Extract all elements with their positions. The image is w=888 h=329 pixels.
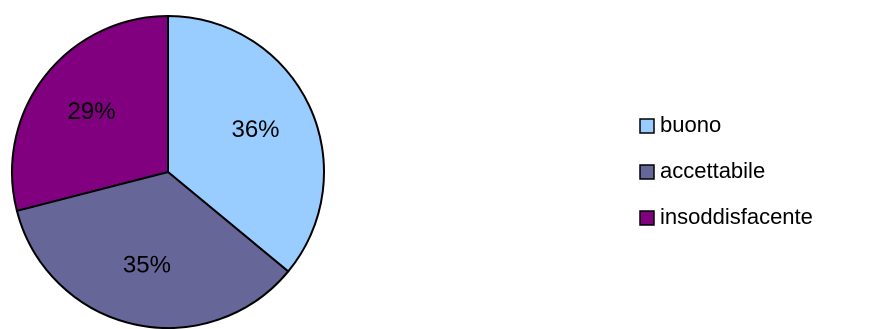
- legend-swatch-accettabile: [639, 164, 655, 180]
- legend-swatch-insoddisfacente: [639, 210, 655, 226]
- legend-label-accettabile: accettabile: [660, 158, 765, 183]
- slice-label-insoddisfacente: 29%: [68, 98, 116, 125]
- pie-slice-labels: 36% 35% 29%: [68, 98, 280, 279]
- legend-label-insoddisfacente: insoddisfacente: [660, 204, 813, 229]
- pie-slice-accettabile: [15, 171, 290, 329]
- legend: buono accettabile insoddisfacente: [639, 112, 813, 229]
- legend-swatch-buono: [639, 118, 655, 134]
- pie-slice-buono: [167, 15, 325, 273]
- legend-label-buono: buono: [660, 112, 721, 137]
- pie-slices: [11, 15, 325, 329]
- pie-slice-insoddisfacente: [11, 15, 169, 212]
- slice-label-buono: 36%: [231, 116, 279, 143]
- slice-label-accettabile: 35%: [123, 252, 171, 279]
